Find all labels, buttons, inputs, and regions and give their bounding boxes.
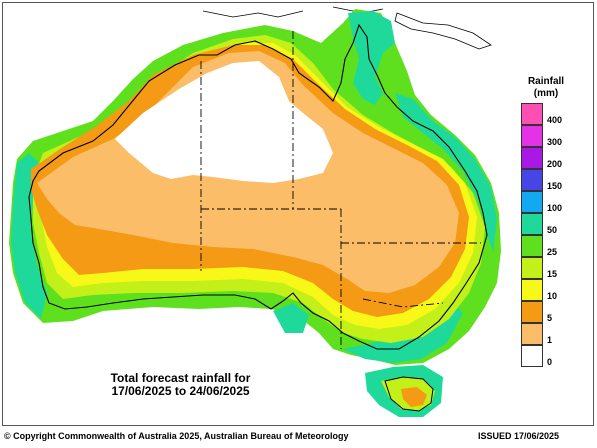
png-coastline bbox=[394, 12, 492, 50]
issued-date: ISSUED 17/06/2025 bbox=[477, 431, 559, 441]
tasmania-zone-5 bbox=[401, 387, 427, 407]
legend-label-0: 0 bbox=[547, 357, 553, 367]
legend-label-5: 5 bbox=[547, 313, 553, 323]
legend-swatch-5 bbox=[521, 301, 543, 323]
legend-label-25: 25 bbox=[547, 247, 558, 257]
legend-label-10: 10 bbox=[547, 291, 558, 301]
map-title: Total forecast rainfall for 17/06/2025 t… bbox=[73, 372, 288, 398]
rainfall-map bbox=[9, 6, 501, 417]
state-borders bbox=[200, 31, 481, 349]
rain-zone-50-qld bbox=[395, 93, 497, 253]
copyright-text: © Copyright Commonwealth of Australia 20… bbox=[4, 431, 349, 441]
map-frame: Rainfall (mm) 400 300 200 150 100 50 25 15 10 5 1 0… bbox=[2, 2, 594, 426]
legend-label-200: 200 bbox=[547, 159, 563, 169]
legend-swatch-300 bbox=[521, 125, 543, 147]
legend-label-300: 300 bbox=[547, 137, 563, 147]
legend-label-15: 15 bbox=[547, 269, 558, 279]
legend-label-100: 100 bbox=[547, 203, 563, 213]
rain-zone-50-ne bbox=[348, 11, 395, 105]
legend-title-rainfall: Rainfall bbox=[527, 76, 565, 87]
legend-swatch-200 bbox=[521, 147, 543, 169]
legend-swatch-150 bbox=[521, 169, 543, 191]
legend-label-150: 150 bbox=[547, 181, 563, 191]
map-title-line1: Total forecast rainfall for bbox=[110, 371, 251, 385]
tasmania-coastline bbox=[384, 376, 434, 412]
rain-zone-0 bbox=[115, 61, 333, 183]
legend-swatch-25 bbox=[521, 235, 543, 257]
legend-swatch-1 bbox=[521, 323, 543, 345]
rain-zone-50-sa bbox=[273, 303, 309, 333]
legend-swatch-10 bbox=[521, 279, 543, 301]
legend-label-400: 400 bbox=[547, 115, 563, 125]
legend-label-1: 1 bbox=[547, 335, 553, 345]
legend-swatch-100 bbox=[521, 191, 543, 213]
legend-label-50: 50 bbox=[547, 225, 558, 235]
legend-title-unit: (mm) bbox=[533, 88, 559, 99]
legend-swatch-50 bbox=[521, 213, 543, 235]
legend-swatch-15 bbox=[521, 257, 543, 279]
legend-swatch-400 bbox=[521, 103, 543, 125]
australia-coastline bbox=[28, 23, 488, 350]
map-title-line2: 17/06/2025 to 24/06/2025 bbox=[111, 384, 250, 398]
legend-swatch-0 bbox=[521, 345, 543, 367]
rain-zone-50-west bbox=[11, 153, 47, 319]
legend-title: Rainfall (mm) bbox=[518, 76, 574, 100]
